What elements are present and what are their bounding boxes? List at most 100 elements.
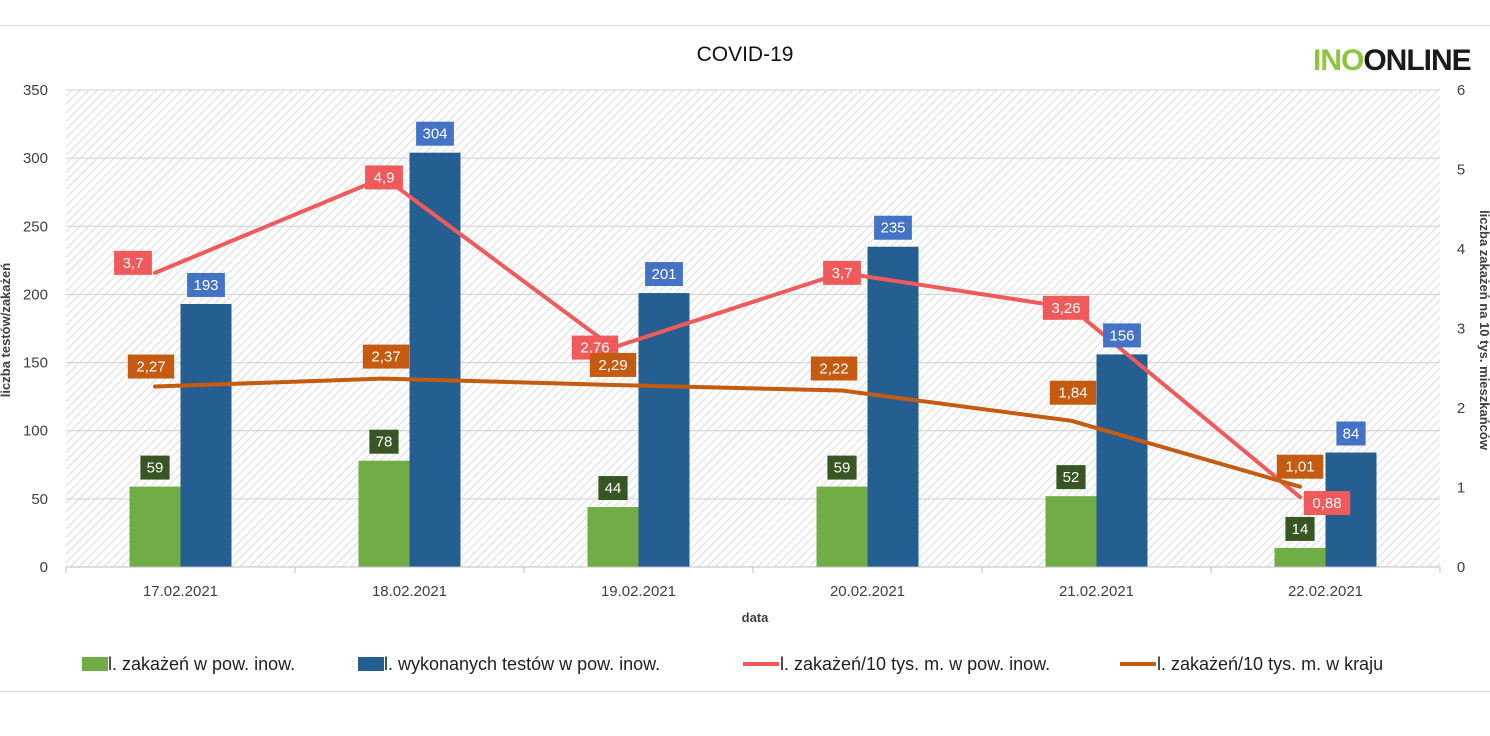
- y-tick-left: 200: [23, 286, 48, 303]
- data-label-country-rate-box: [1049, 380, 1097, 405]
- data-label-county-rate: 4,9: [365, 165, 403, 190]
- data-label-tests: 201: [645, 262, 683, 287]
- y-tick-right: 3: [1457, 321, 1465, 338]
- data-label-tests-box: [645, 262, 683, 287]
- y-tick-left: 300: [23, 150, 48, 167]
- legend: l. zakażeń w pow. inow. l. wykonanych tes…: [82, 654, 1383, 674]
- data-label-infections: 59: [827, 455, 857, 480]
- data-label-country-rate-text: 2,27: [136, 359, 165, 376]
- data-label-tests-text: 193: [193, 277, 218, 294]
- data-label-county-rate: 3,7: [823, 260, 861, 285]
- y-tick-left: 150: [23, 355, 48, 372]
- data-label-tests-box: [874, 215, 912, 240]
- logo-part-online: ONLINE: [1363, 44, 1470, 77]
- data-label-country-rate-text: 2,29: [598, 357, 627, 374]
- data-label-tests: 84: [1336, 421, 1366, 446]
- data-label-tests: 304: [416, 121, 454, 146]
- data-label-county-rate-text: 3,7: [832, 265, 853, 282]
- y-axis-title-right: liczba zakażeń na 10 tys. mieszkańców: [1477, 210, 1490, 451]
- data-label-infections-box: [598, 476, 628, 501]
- legend-entry: l. zakażeń w pow. inow.: [82, 654, 295, 674]
- data-label-county-rate-text: 3,7: [123, 255, 144, 272]
- bar-infections: [816, 486, 868, 567]
- y-tick-right: 2: [1457, 400, 1465, 417]
- chart-frame-top-border: [0, 25, 1490, 26]
- data-label-country-rate: 2,37: [362, 344, 410, 369]
- x-axis-title: data: [742, 610, 770, 625]
- data-label-country-rate: 2,22: [810, 356, 858, 381]
- data-label-country-rate-box: [127, 354, 175, 379]
- data-label-tests-text: 84: [1343, 426, 1360, 443]
- data-label-county-rate-text: 3,26: [1051, 300, 1080, 317]
- x-tick-label: 20.02.2021: [830, 583, 905, 600]
- data-label-country-rate-text: 2,22: [819, 361, 848, 378]
- bar-tests: [180, 303, 232, 567]
- gridlines: [66, 89, 1440, 500]
- bar-tests: [409, 152, 461, 568]
- data-label-county-rate: 3,26: [1042, 295, 1090, 320]
- bar-infections: [1045, 496, 1097, 567]
- y-tick-right: 4: [1457, 241, 1465, 258]
- data-label-county-rate-box: [114, 250, 152, 275]
- plot-area-background: [66, 90, 1440, 567]
- data-label-country-rate-text: 1,01: [1285, 459, 1314, 476]
- data-label-county-rate: 3,7: [114, 250, 152, 275]
- bar-tests: [1096, 354, 1148, 567]
- bar-infections: [587, 507, 639, 567]
- y-tick-right: 6: [1457, 82, 1465, 99]
- legend-entry: l. zakażeń/10 tys. m. w kraju: [1120, 654, 1383, 674]
- data-label-country-rate: 1,84: [1049, 380, 1097, 405]
- y-tick-right: 5: [1457, 162, 1465, 179]
- data-label-tests: 193: [187, 272, 225, 297]
- data-label-infections: 52: [1056, 465, 1086, 490]
- legend-label: l. zakażeń/10 tys. m. w pow. inow.: [780, 654, 1050, 674]
- legend-swatch: [82, 657, 108, 671]
- data-label-infections: 59: [140, 455, 170, 480]
- x-tick-label: 21.02.2021: [1059, 583, 1134, 600]
- data-label-tests-box: [187, 272, 225, 297]
- y-tick-left: 50: [31, 491, 48, 508]
- data-label-infections-text: 59: [147, 460, 164, 477]
- data-label-county-rate-text: 0,88: [1312, 495, 1341, 512]
- data-label-country-rate: 2,29: [589, 352, 637, 377]
- data-label-infections-text: 59: [834, 460, 851, 477]
- x-tick-label: 22.02.2021: [1288, 583, 1363, 600]
- y-tick-left: 0: [40, 559, 48, 576]
- data-label-tests-box: [1336, 421, 1366, 446]
- data-label-county-rate-box: [1042, 295, 1090, 320]
- data-label-tests-box: [416, 121, 454, 146]
- y-axis-title-left: liczba testów/zakażeń: [0, 263, 13, 397]
- bar-infections: [358, 460, 410, 567]
- data-label-county-rate: 0,88: [1303, 491, 1351, 516]
- data-label-tests: 156: [1103, 323, 1141, 348]
- bar-tests: [867, 246, 919, 567]
- y-tick-left: 100: [23, 423, 48, 440]
- data-label-country-rate-box: [1276, 454, 1324, 479]
- data-label-country-rate-text: 1,84: [1058, 385, 1087, 402]
- chart-title: COVID-19: [697, 43, 794, 66]
- data-label-county-rate-box: [365, 165, 403, 190]
- data-label-infections: 14: [1285, 516, 1315, 541]
- data-label-infections-text: 52: [1063, 469, 1080, 486]
- data-label-tests-text: 304: [422, 126, 447, 143]
- logo-part-ino: INO: [1313, 44, 1364, 77]
- bar-tests: [638, 293, 690, 567]
- x-tick-label: 17.02.2021: [143, 583, 218, 600]
- legend-entry: l. wykonanych testów w pow. inow.: [358, 654, 660, 674]
- data-label-infections: 78: [369, 429, 399, 454]
- x-tick-label: 18.02.2021: [372, 583, 447, 600]
- y-tick-right: 1: [1457, 480, 1465, 497]
- data-label-infections-text: 78: [376, 434, 393, 451]
- x-tick-label: 19.02.2021: [601, 583, 676, 600]
- legend-label: l. zakażeń w pow. inow.: [108, 654, 295, 674]
- data-label-tests-text: 156: [1109, 327, 1134, 344]
- data-label-county-rate-text: 2,76: [580, 340, 609, 357]
- y-tick-left: 350: [23, 82, 48, 99]
- data-label-infections-box: [1285, 516, 1315, 541]
- data-label-county-rate-text: 4,9: [374, 169, 395, 186]
- line-country-rate: [153, 376, 1302, 489]
- data-label-tests-box: [1103, 323, 1141, 348]
- data-label-county-rate-box: [823, 260, 861, 285]
- y-tick-right: 0: [1457, 559, 1465, 576]
- bars-group: [129, 152, 1377, 568]
